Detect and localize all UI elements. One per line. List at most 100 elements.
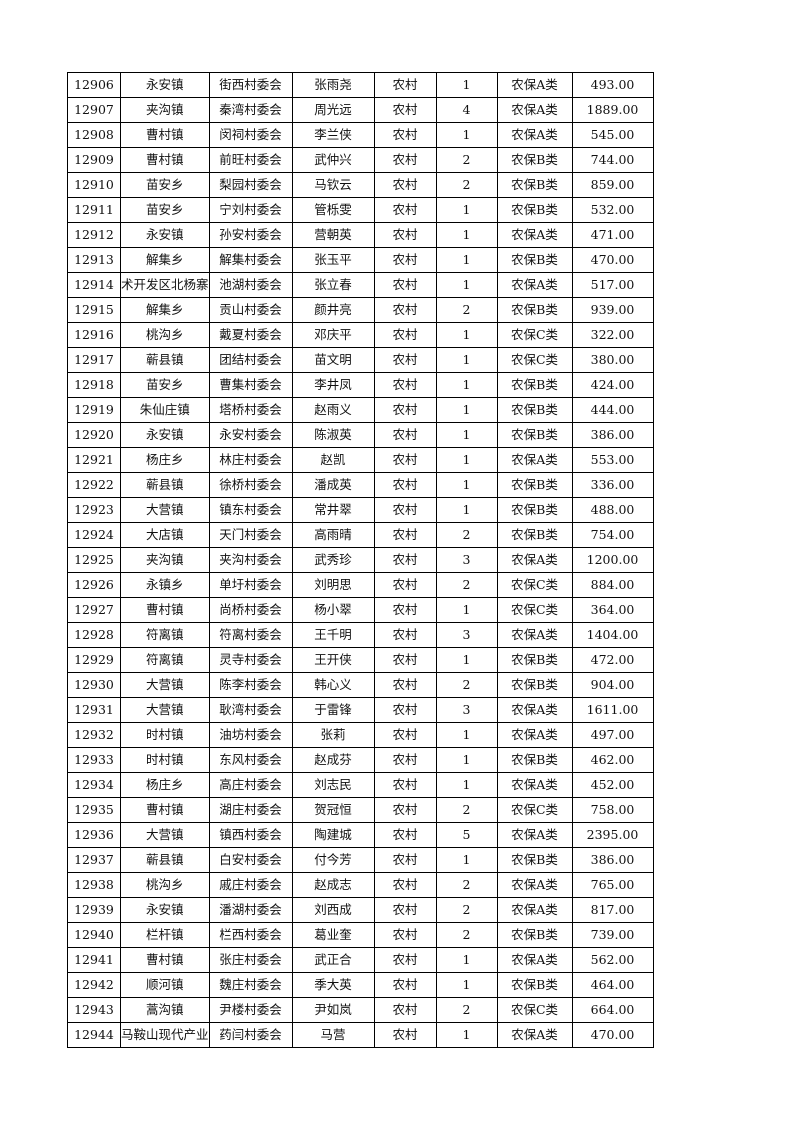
- amount: 424.00: [590, 377, 635, 392]
- insurance-category-cell: 农保C类: [496, 797, 573, 823]
- household-count: 2: [462, 1002, 471, 1017]
- person-name-wrap: 周光远: [293, 99, 373, 122]
- township-cell: 永安镇: [120, 422, 210, 448]
- area-type-wrap: 农村: [375, 949, 435, 972]
- township-wrap: 解集乡: [121, 299, 208, 322]
- household-count: 2: [462, 677, 471, 692]
- insurance-category-wrap: 农保B类: [498, 199, 571, 222]
- row-number-cell: 12926: [67, 572, 121, 598]
- person-name: 常井翠: [314, 502, 352, 517]
- row-number: 12927: [74, 602, 114, 617]
- area-type-wrap: 农村: [375, 799, 435, 822]
- insurance-category-wrap: 农保A类: [498, 224, 571, 247]
- row-number-cell: 12938: [67, 872, 121, 898]
- area-type-cell: 农村: [373, 897, 437, 923]
- row-number-cell: 12914: [67, 272, 121, 298]
- area-type: 农村: [392, 702, 418, 717]
- village-committee-wrap: 贡山村委会: [210, 299, 291, 322]
- person-name: 赵成志: [314, 877, 352, 892]
- insurance-category: 农保A类: [511, 827, 558, 842]
- insurance-category-wrap: 农保A类: [498, 124, 571, 147]
- village-committee-wrap: 团结村委会: [210, 349, 291, 372]
- row-number: 12921: [74, 452, 114, 467]
- area-type: 农村: [392, 827, 418, 842]
- person-name-cell: 陶建城: [291, 822, 375, 848]
- person-name: 韩心义: [314, 677, 352, 692]
- amount-wrap: 1200.00: [573, 549, 652, 572]
- household-count: 2: [462, 877, 471, 892]
- household-count: 1: [462, 777, 471, 792]
- insurance-category-cell: 农保A类: [496, 897, 573, 923]
- township-cell: 曹村镇: [120, 147, 210, 173]
- person-name-wrap: 赵雨义: [293, 399, 373, 422]
- amount: 472.00: [590, 652, 635, 667]
- household-count-wrap: 2: [437, 999, 496, 1022]
- person-name: 管栎雯: [314, 202, 352, 217]
- row-number: 12935: [74, 802, 114, 817]
- household-count: 1: [462, 77, 471, 92]
- person-name-wrap: 赵成志: [293, 874, 373, 897]
- household-count: 2: [462, 902, 471, 917]
- village-committee-wrap: 曹集村委会: [210, 374, 291, 397]
- village-committee-cell: 符离村委会: [208, 622, 293, 648]
- person-name-cell: 颜井亮: [291, 297, 375, 323]
- person-name-wrap: 邓庆平: [293, 324, 373, 347]
- person-name-cell: 王开侠: [291, 647, 375, 673]
- row-number: 12912: [74, 227, 114, 242]
- insurance-category-cell: 农保A类: [496, 222, 573, 248]
- township: 大营镇: [146, 827, 184, 842]
- table-row: 12910 苗安乡 梨园村委会 马钦云 农村 2 农保B类 859.00: [67, 172, 654, 198]
- village-committee: 解集村委会: [219, 252, 282, 267]
- village-committee-cell: 池湖村委会: [208, 272, 293, 298]
- row-number-cell: 12920: [67, 422, 121, 448]
- row-number-cell: 12929: [67, 647, 121, 673]
- insurance-category-cell: 农保B类: [496, 747, 573, 773]
- township: 朱仙庄镇: [139, 402, 190, 417]
- insurance-category: 农保C类: [510, 327, 559, 342]
- area-type-cell: 农村: [373, 97, 437, 123]
- insurance-category-wrap: 农保B类: [498, 249, 571, 272]
- row-number-wrap: 12941: [69, 949, 120, 972]
- amount: 859.00: [590, 177, 635, 192]
- village-committee-cell: 灵寺村委会: [208, 647, 293, 673]
- amount-cell: 380.00: [571, 347, 654, 373]
- amount-cell: 884.00: [571, 572, 654, 598]
- person-name: 陈淑英: [314, 427, 352, 442]
- township: 术开发区北杨寨: [121, 277, 209, 292]
- household-count-cell: 2: [435, 522, 498, 548]
- area-type-cell: 农村: [373, 472, 437, 498]
- township-cell: 杨庄乡: [120, 447, 210, 473]
- area-type: 农村: [392, 627, 418, 642]
- area-type: 农村: [392, 727, 418, 742]
- area-type: 农村: [392, 477, 418, 492]
- row-number-cell: 12935: [67, 797, 121, 823]
- township-cell: 时村镇: [120, 722, 210, 748]
- insurance-category: 农保B类: [511, 927, 558, 942]
- person-name-wrap: 于雷锋: [293, 699, 373, 722]
- insurance-category-cell: 农保B类: [496, 972, 573, 998]
- row-number: 12934: [74, 777, 114, 792]
- area-type: 农村: [392, 452, 418, 467]
- amount-wrap: 754.00: [573, 524, 652, 547]
- area-type-wrap: 农村: [375, 774, 435, 797]
- village-committee-cell: 药闫村委会: [208, 1022, 293, 1048]
- village-committee-wrap: 符离村委会: [210, 624, 291, 647]
- area-type-wrap: 农村: [375, 874, 435, 897]
- amount: 545.00: [590, 127, 635, 142]
- table-row: 12933 时村镇 东风村委会 赵成芬 农村 1 农保B类 462.00: [67, 747, 654, 773]
- area-type-cell: 农村: [373, 72, 437, 98]
- amount-cell: 553.00: [571, 447, 654, 473]
- amount-wrap: 517.00: [573, 274, 652, 297]
- amount-cell: 758.00: [571, 797, 654, 823]
- insurance-category-cell: 农保A类: [496, 822, 573, 848]
- village-committee-wrap: 高庄村委会: [210, 774, 291, 797]
- household-count: 2: [462, 177, 471, 192]
- table-row: 12913 解集乡 解集村委会 张玉平 农村 1 农保B类 470.00: [67, 247, 654, 273]
- household-count-wrap: 1: [437, 424, 496, 447]
- township-wrap: 术开发区北杨寨: [121, 274, 209, 297]
- row-number: 12938: [74, 877, 114, 892]
- area-type-cell: 农村: [373, 547, 437, 573]
- area-type: 农村: [392, 977, 418, 992]
- village-committee-wrap: 张庄村委会: [210, 949, 291, 972]
- area-type-wrap: 农村: [375, 899, 435, 922]
